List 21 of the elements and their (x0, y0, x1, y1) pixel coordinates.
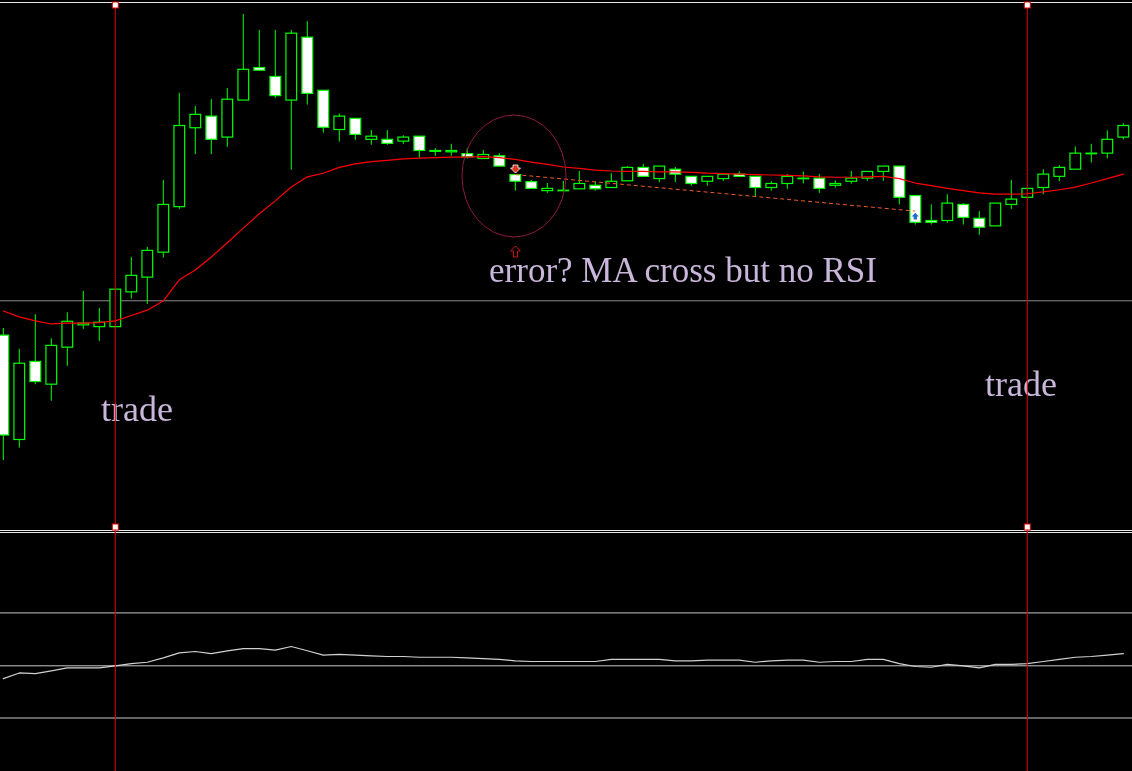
candlestick (413, 135, 426, 159)
candlestick (125, 256, 138, 300)
annotation: error? MA cross but no RSI (489, 251, 877, 290)
candlestick (957, 202, 970, 226)
candlestick (29, 313, 42, 385)
candlestick (749, 175, 762, 197)
candlestick (205, 98, 218, 155)
candlestick (333, 112, 346, 143)
candlestick (1005, 179, 1018, 210)
candlestick (1037, 168, 1050, 195)
candlestick (269, 29, 282, 99)
candlestick (189, 105, 202, 155)
candlestick (989, 202, 1002, 227)
candlestick (941, 193, 954, 224)
candlestick (813, 173, 826, 194)
candlestick (1069, 145, 1082, 170)
candlestick (349, 117, 362, 141)
candlestick (973, 210, 986, 236)
candlestick (925, 203, 938, 226)
candlestick (1101, 129, 1114, 159)
candlestick (253, 29, 266, 71)
